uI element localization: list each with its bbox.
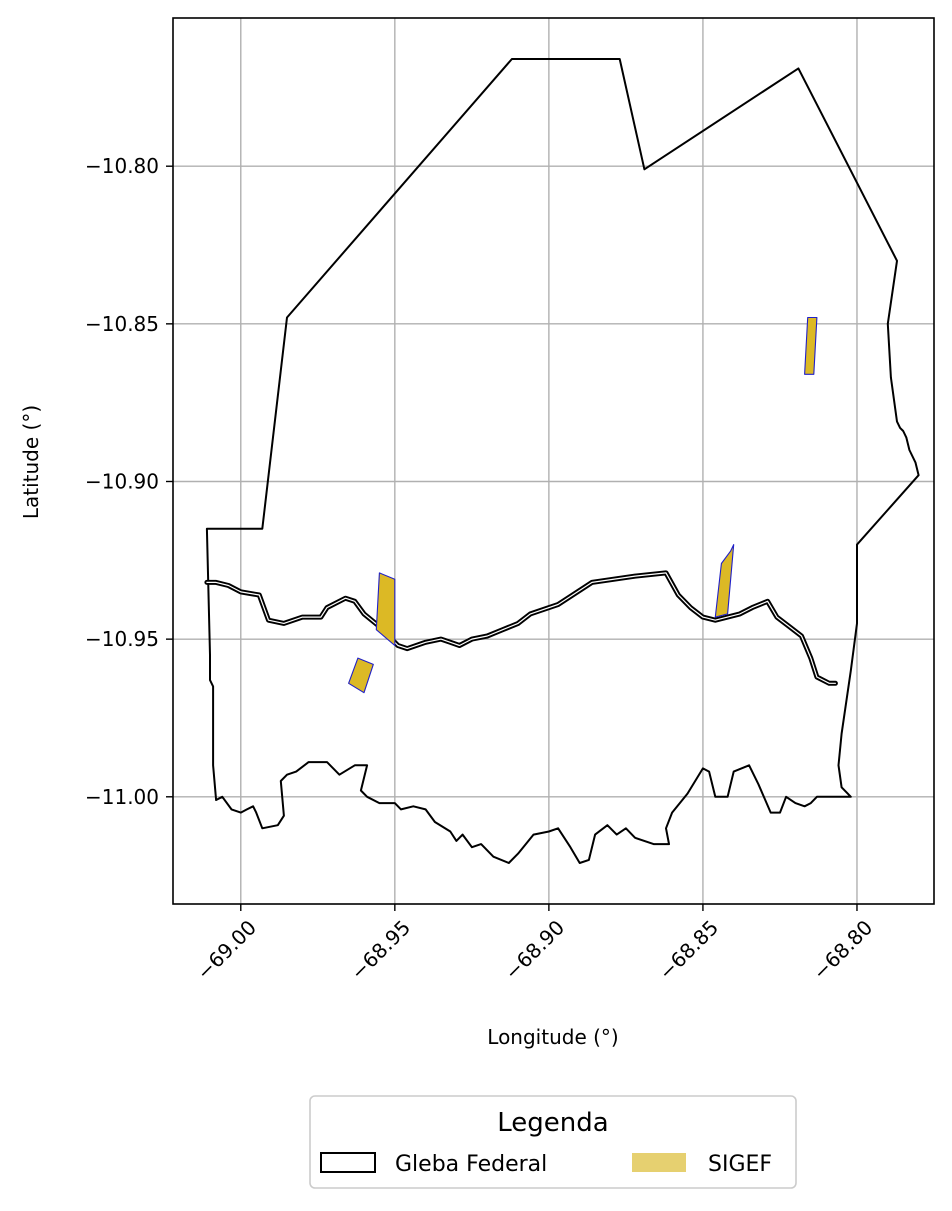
legend-swatch-sigef xyxy=(632,1153,686,1172)
x-axis-label: Longitude (°) xyxy=(487,1025,618,1049)
y-axis-ticks: −10.80 −10.85 −10.90 −10.95 −11.00 xyxy=(85,154,173,809)
legend-title: Legenda xyxy=(497,1108,608,1138)
y-axis-label: Latitude (°) xyxy=(19,405,43,519)
y-tick-label-4: −11.00 xyxy=(85,785,159,809)
y-tick-label-3: −10.95 xyxy=(85,627,159,651)
gleba-polygon-0 xyxy=(205,58,920,864)
sigef-layer xyxy=(348,316,818,694)
sigef-parcel-3 xyxy=(804,316,818,375)
gleba-divider-inner-0 xyxy=(206,572,837,684)
y-tick-label-1: −10.85 xyxy=(85,312,159,336)
grid-lines xyxy=(173,18,934,904)
gleba-federal-layer xyxy=(204,58,920,864)
legend-swatch-gleba xyxy=(320,1152,376,1173)
y-tick-label-2: −10.90 xyxy=(85,469,159,493)
legend: Legenda Gleba Federal SIGEF xyxy=(309,1095,797,1189)
sigef-parcel-0 xyxy=(375,572,396,647)
sigef-parcel-1 xyxy=(348,657,374,694)
legend-label-sigef: SIGEF xyxy=(708,1152,772,1177)
sigef-parcel-2 xyxy=(714,544,735,618)
plot-frame xyxy=(172,17,935,905)
legend-label-gleba: Gleba Federal xyxy=(395,1152,547,1177)
y-tick-label-0: −10.80 xyxy=(85,154,159,178)
